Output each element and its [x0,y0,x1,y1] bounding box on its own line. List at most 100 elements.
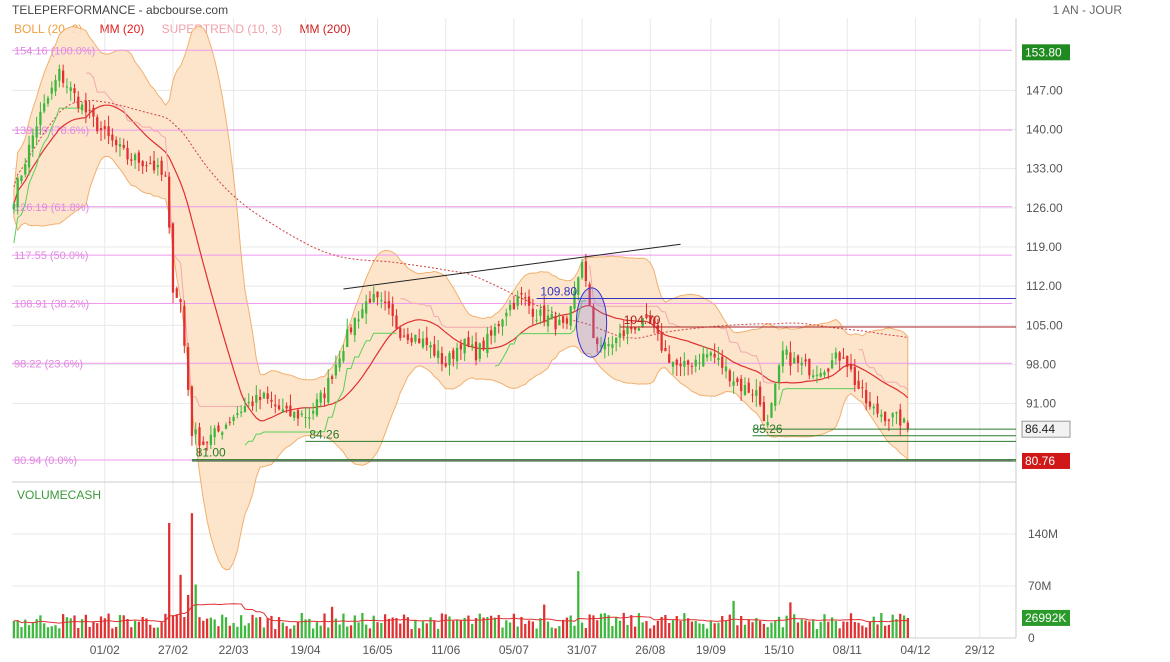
volume-bar [255,617,258,638]
volume-bar [883,625,887,638]
candle [270,391,273,409]
volume-bar [281,622,284,638]
legend-mm20[interactable]: MM (20) [99,22,145,36]
volume-bar [12,620,16,638]
candle-body [675,359,678,366]
period-selector[interactable]: 1 AN - JOUR [1052,3,1122,17]
volume-bar [471,623,474,638]
volume-bar [694,620,697,638]
volume-bar [637,613,641,638]
candle-body [497,324,500,326]
candle [96,114,99,134]
candle-body [823,371,826,376]
candle-body [368,298,372,303]
volume-bar [906,617,909,638]
volume-bar [796,622,800,638]
candle [558,312,561,326]
candle-body [630,327,633,330]
candle [796,354,800,373]
volume-bar [156,627,159,638]
candle [353,317,356,343]
candle [724,358,728,379]
volume-bar [232,622,235,638]
candle-body [168,176,171,228]
candle-body [789,352,792,366]
candle [410,332,413,347]
candle-body [611,344,614,348]
volume-bar [205,618,209,638]
volume-bar [243,625,247,638]
candle [43,94,46,114]
candle-body [251,401,254,407]
volume-bar [24,619,27,638]
candle [54,74,57,96]
volume-bar [615,617,618,638]
candle [357,311,360,329]
candle-body [645,314,648,319]
volume-bar [554,628,557,638]
volume-bar [531,621,534,638]
candle [27,135,31,176]
volume-bar [126,618,129,638]
candle [149,155,152,165]
candle-body [361,309,364,319]
candle-body [887,419,891,421]
fibonacci-label: 80.94 (0.0%) [14,455,77,467]
candle-body [690,365,694,367]
volume-bar [785,615,788,638]
volume-bar [122,615,125,638]
candle-body [35,126,38,138]
candle [221,430,224,440]
candle [478,342,481,362]
candle [508,299,512,317]
candle [183,300,186,354]
candle [880,409,883,423]
candle [346,318,349,348]
volume-bar [202,620,205,638]
volume-bar [705,628,709,638]
candle [414,334,417,344]
candle-body [277,405,281,410]
volume-bar [690,621,694,638]
volume-bar [258,616,262,638]
candle-body [846,355,849,367]
candle-body [766,422,769,426]
candle-body [46,98,50,104]
candle [190,385,194,446]
volume-bar [88,626,91,638]
candle [683,352,686,376]
x-tick-label: 15/10 [764,643,794,657]
candle-body [202,441,205,445]
volume-bar [857,622,860,638]
volume-bar [747,619,750,638]
candle-body [861,387,864,389]
candle-body [656,325,659,334]
candle [755,379,758,407]
volume-bar [774,620,777,638]
volume-bar [827,621,830,638]
candle [224,422,228,430]
volume-bar [315,622,319,638]
candle-body [535,319,538,321]
volume-bar [550,627,553,638]
candle [740,374,743,401]
volume-bar [527,620,531,638]
candle-body [482,340,485,350]
top-price-badge [1022,44,1070,61]
candle-body [380,300,383,302]
candle [804,353,807,367]
candle [327,369,330,406]
fibonacci-label: 98.22 (23.6%) [14,358,83,370]
candle [20,175,23,184]
candle-body [709,352,712,356]
volume-bar [327,627,330,638]
candle [615,337,618,352]
volume-bar [217,626,220,638]
volume-bar [270,615,273,638]
candle [202,436,205,446]
volume-bar [724,620,728,638]
candle-body [437,350,440,358]
volume-bar [865,627,868,638]
legend-mm200[interactable]: MM (200) [299,22,351,36]
